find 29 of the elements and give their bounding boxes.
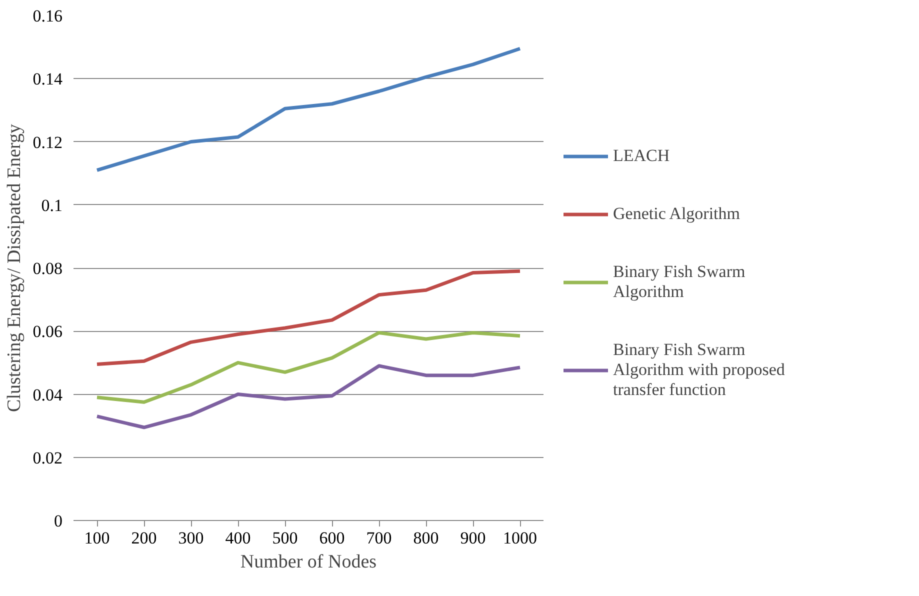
y-tick-label: 0.16 xyxy=(32,6,62,26)
legend-label: Genetic Algorithm xyxy=(613,204,740,224)
legend-label: Binary Fish Swarm Algorithm xyxy=(613,262,746,302)
line-series xyxy=(95,46,522,172)
y-tick-label: 0.04 xyxy=(32,385,63,404)
x-tick-label: 400 xyxy=(225,528,251,548)
y-tick-label: 0.08 xyxy=(32,259,62,278)
x-tick-label: 100 xyxy=(84,528,110,548)
y-tick-label: 0 xyxy=(54,512,62,530)
legend-label: LEACH xyxy=(613,146,670,166)
x-tick-label: 1000 xyxy=(503,528,537,548)
line-series xyxy=(95,269,522,366)
x-axis-title: Number of Nodes xyxy=(240,552,377,572)
line-series xyxy=(95,330,522,404)
x-tick-label: 800 xyxy=(413,528,439,548)
legend-label: Binary Fish Swarm Algorithm with proposed transfer function xyxy=(613,340,785,400)
y-tick-label: 0.1 xyxy=(41,196,62,215)
y-tick-label: 0.06 xyxy=(32,322,62,342)
x-tick-label: 900 xyxy=(460,528,486,548)
y-axis-title: Clustering Energy/ Dissipated Energy xyxy=(4,124,25,412)
y-tick-label: 0.14 xyxy=(32,70,63,89)
x-tick-label: 600 xyxy=(319,528,345,548)
x-tick-label: 200 xyxy=(131,528,157,548)
x-tick-label: 700 xyxy=(366,528,392,548)
y-tick-label: 0.12 xyxy=(32,132,62,152)
x-tick-label: 500 xyxy=(272,528,298,548)
y-tick-label: 0.02 xyxy=(32,448,62,468)
x-tick-label: 300 xyxy=(178,528,204,548)
line-series xyxy=(95,364,522,430)
